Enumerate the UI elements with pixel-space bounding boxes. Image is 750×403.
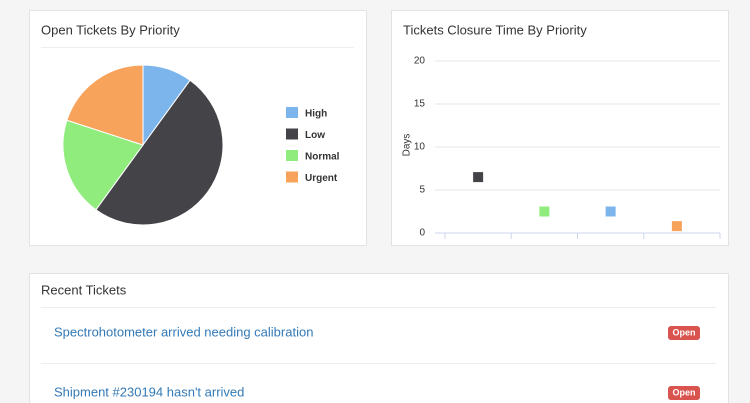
legend-swatch bbox=[286, 150, 298, 161]
marker bbox=[671, 221, 682, 232]
legend-label[interactable]: High bbox=[305, 109, 327, 120]
panel bbox=[29, 273, 729, 403]
legend-swatch bbox=[286, 171, 298, 183]
y-tick-label: 20 bbox=[414, 56, 426, 67]
panel-title: Tickets Closure Time By Priority bbox=[403, 22, 587, 37]
ticket-link[interactable]: Shipment #230194 hasn't arrived bbox=[54, 384, 244, 399]
panel-title: Recent Tickets bbox=[41, 282, 127, 297]
pie-slice bbox=[62, 119, 144, 211]
pie-slice bbox=[95, 79, 224, 226]
y-tick-label: 10 bbox=[414, 142, 426, 153]
status-badge bbox=[668, 386, 700, 400]
marker bbox=[539, 206, 550, 217]
legend-label[interactable]: Normal bbox=[305, 152, 340, 163]
y-axis-label: Days bbox=[402, 134, 413, 157]
panel-title: Open Tickets By Priority bbox=[41, 22, 180, 37]
legend-swatch bbox=[286, 128, 298, 140]
legend-label[interactable]: Low bbox=[305, 130, 325, 141]
status-badge bbox=[668, 326, 700, 340]
status-label: Open bbox=[672, 387, 695, 397]
status-label: Open bbox=[672, 327, 695, 337]
y-tick-label: 0 bbox=[419, 228, 425, 239]
legend-swatch bbox=[286, 107, 298, 118]
y-tick-label: 5 bbox=[419, 185, 425, 196]
legend-label[interactable]: Urgent bbox=[305, 173, 338, 184]
ticket-link[interactable]: Spectrohotometer arrived needing calibra… bbox=[54, 324, 313, 339]
pie-slice bbox=[66, 64, 144, 146]
y-tick-label: 15 bbox=[414, 99, 426, 110]
marker bbox=[605, 206, 616, 217]
marker bbox=[473, 172, 484, 183]
panel bbox=[391, 10, 729, 246]
